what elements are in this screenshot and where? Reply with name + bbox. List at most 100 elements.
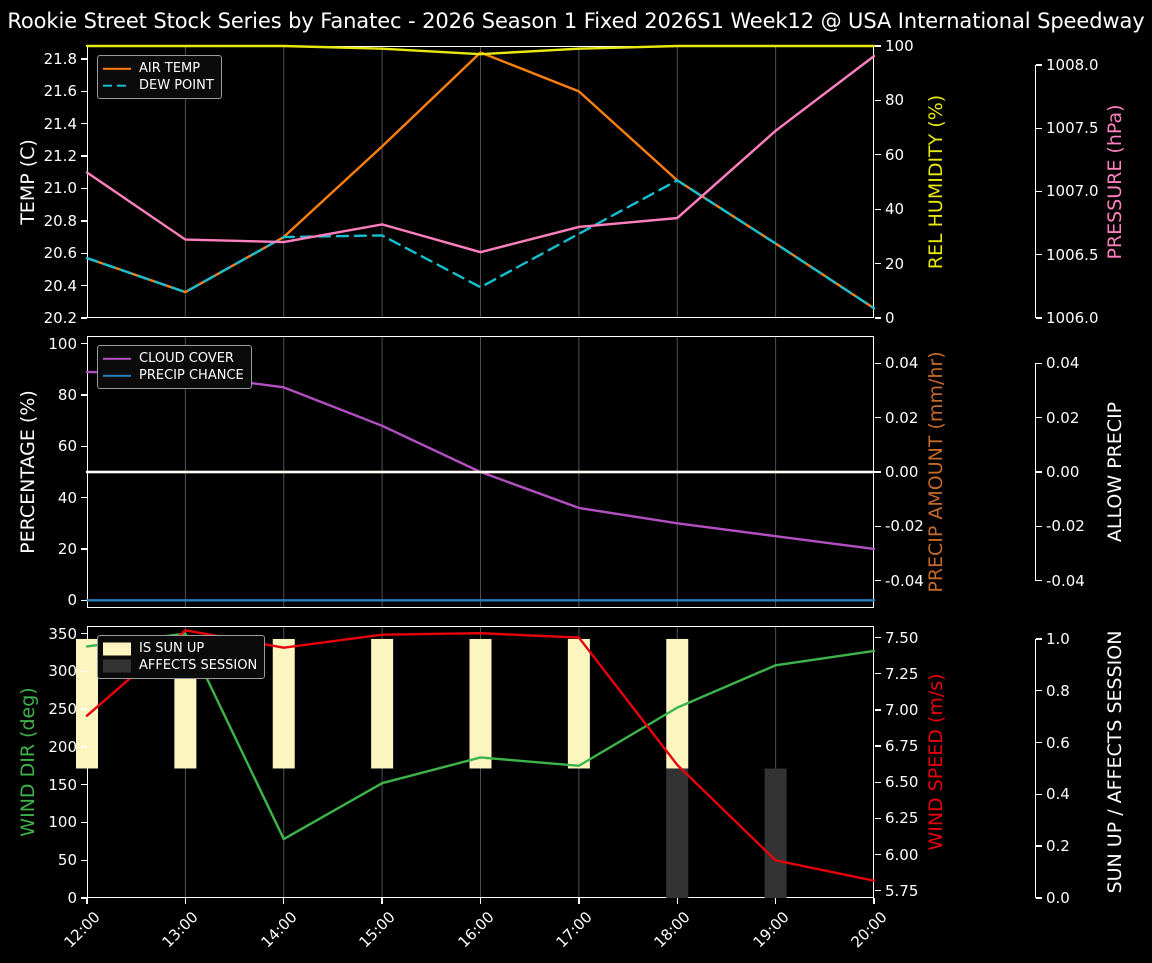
y-tick-label-right-2: 1.0 <box>1046 629 1070 648</box>
legend-label: DEW POINT <box>139 78 214 93</box>
axis-tick-mark <box>81 746 87 748</box>
axis-tick-mark <box>81 897 87 899</box>
y-tick-label-right-2: -0.04 <box>1046 571 1085 590</box>
axis-tick-mark <box>1036 127 1042 129</box>
axis-tick-mark <box>81 155 87 157</box>
x-tick-label: 12:00 <box>60 908 104 952</box>
x-axis-tick-mark <box>86 898 88 904</box>
axis-tick-mark <box>875 416 881 419</box>
detached-axis-spine <box>1035 363 1037 581</box>
legend-label: AIR TEMP <box>139 61 201 76</box>
axis-tick-mark <box>81 58 87 60</box>
y-tick-label-left: 50 <box>57 851 77 870</box>
x-axis-tick-mark <box>381 898 383 904</box>
detached-axis-spine <box>1035 64 1037 318</box>
legend-entry: AFFECTS SESSION <box>103 657 257 674</box>
y-tick-label-right-2: 1006.5 <box>1046 245 1099 264</box>
axis-tick-mark <box>875 262 881 265</box>
x-tick-label: 18:00 <box>650 908 694 952</box>
axis-tick-mark <box>1036 64 1042 66</box>
y-tick-label-right-1: 6.75 <box>885 737 919 756</box>
axis-tick-mark <box>875 99 881 102</box>
y-tick-label-right-2: 0.0 <box>1046 889 1070 907</box>
box-swatch <box>103 642 131 655</box>
y-tick-label-right-2: 0.04 <box>1046 354 1080 373</box>
y-tick-label-right-1: 7.50 <box>885 628 919 647</box>
axis-tick-mark <box>81 599 87 601</box>
x-tick-label: 14:00 <box>257 908 301 952</box>
legend-entry: AIR TEMP <box>103 60 214 77</box>
box-swatch <box>103 659 131 672</box>
y-tick-label-right-1: 6.50 <box>885 773 919 792</box>
axis-tick-mark <box>1036 690 1042 692</box>
y-tick-label-right-1: 100 <box>885 37 914 55</box>
legend-entry: DEW POINT <box>103 77 214 94</box>
line-swatch <box>103 357 131 360</box>
y-tick-label-left: 250 <box>48 700 77 719</box>
axis-tick-mark <box>81 783 87 786</box>
axis-tick-mark <box>875 781 881 783</box>
legend-label: CLOUD COVER <box>139 351 234 366</box>
y-tick-label-left: 0 <box>67 591 77 610</box>
axis-tick-mark <box>875 636 881 639</box>
axis-tick-mark <box>81 252 87 254</box>
axis-tick-mark <box>81 670 87 673</box>
legend-entry: CLOUD COVER <box>103 350 244 367</box>
axis-tick-mark <box>81 859 87 861</box>
y-tick-label-right-2: 0.4 <box>1046 785 1070 804</box>
y-tick-label-right-1: 0 <box>885 309 895 327</box>
y-tick-label-right-1: 60 <box>885 145 905 164</box>
legend-swatch-icon <box>103 62 131 76</box>
legend-swatch-icon <box>103 352 131 366</box>
axis-tick-mark <box>81 284 87 287</box>
y-tick-label-right-1: 0.02 <box>885 408 919 427</box>
panel-wind-right-axis-1-label: WIND SPEED (m/s) <box>925 673 947 851</box>
x-tick-label: 19:00 <box>749 908 793 952</box>
y-tick-label-left: 20.6 <box>43 244 77 263</box>
y-tick-label-left: 20 <box>57 539 77 558</box>
axis-tick-mark <box>1036 741 1042 744</box>
y-tick-label-left: 350 <box>48 624 77 643</box>
y-tick-label-left: 21.8 <box>43 49 77 68</box>
y-tick-label-right-1: 6.00 <box>885 845 919 864</box>
axis-tick-mark <box>81 445 87 448</box>
axis-tick-mark <box>81 496 87 499</box>
axis-tick-mark <box>875 673 881 675</box>
axis-tick-mark <box>1036 793 1042 796</box>
y-tick-label-left: 150 <box>48 775 77 794</box>
legend-label: PRECIP CHANCE <box>139 368 244 383</box>
y-tick-label-left: 80 <box>57 386 77 405</box>
y-tick-label-right-2: 0.2 <box>1046 837 1070 856</box>
axis-tick-mark <box>81 342 87 345</box>
y-tick-label-left: 100 <box>48 813 77 832</box>
y-tick-label-right-1: 20 <box>885 254 905 273</box>
y-tick-label-right-1: 80 <box>885 91 905 110</box>
y-tick-label-right-1: -0.04 <box>885 571 924 590</box>
y-tick-label-right-1: -0.02 <box>885 517 924 536</box>
x-axis-tick-mark <box>283 898 285 904</box>
x-tick-label: 16:00 <box>453 908 498 952</box>
axis-tick-mark <box>81 90 87 93</box>
y-tick-label-left: 40 <box>57 488 77 507</box>
axis-tick-mark <box>875 208 881 210</box>
y-tick-label-left: 60 <box>57 437 77 456</box>
axis-tick-mark <box>875 890 881 892</box>
axis-tick-mark <box>1036 471 1042 473</box>
axis-tick-mark <box>81 123 87 125</box>
y-tick-label-right-1: 7.25 <box>885 664 919 683</box>
axis-tick-mark <box>1036 897 1042 899</box>
y-tick-label-right-1: 40 <box>885 200 905 219</box>
panel-temp-legend: AIR TEMP DEW POINT <box>97 55 222 99</box>
x-axis-tick-mark <box>873 898 875 904</box>
axis-tick-mark <box>875 853 881 856</box>
axis-tick-mark <box>81 708 87 710</box>
y-tick-label-left: 20.2 <box>43 309 77 327</box>
legend-entry: IS SUN UP <box>103 640 257 657</box>
axis-tick-mark <box>1036 317 1042 319</box>
x-tick-label: 13:00 <box>158 908 203 952</box>
figure-title: Rookie Street Stock Series by Fanatec - … <box>7 9 1145 33</box>
y-tick-label-right-2: 0.6 <box>1046 733 1070 752</box>
axis-tick-mark <box>81 821 87 824</box>
axis-tick-mark <box>1036 416 1042 419</box>
